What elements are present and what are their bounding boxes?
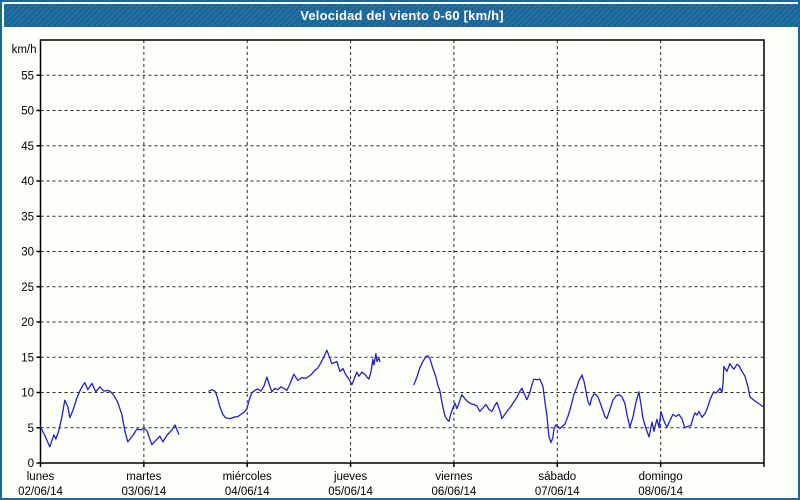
svg-text:15: 15: [21, 352, 34, 364]
wind-speed-chart: 0 5 10 15 20 25 30 35 40 45 50 55 km/h lunes 02/06/14 m…: [12, 39, 765, 498]
svg-text:45: 45: [21, 141, 34, 153]
svg-text:25: 25: [21, 282, 34, 294]
y-axis-unit-label: km/h: [12, 44, 37, 56]
svg-text:50: 50: [21, 106, 34, 118]
chart-area: 0 5 10 15 20 25 30 35 40 45 50 55 km/h lunes 02/06/14 m…: [4, 27, 800, 500]
day-date-label: 02/06/14: [18, 486, 63, 498]
svg-text:40: 40: [21, 176, 34, 188]
day-date-label: 08/06/14: [638, 486, 683, 498]
day-name-label: lunes: [27, 471, 55, 483]
axis-frame: [36, 39, 765, 467]
wind-speed-line: [39, 349, 764, 448]
title-bar: Velocidad del viento 0-60 [km/h]: [4, 4, 800, 27]
svg-text:5: 5: [28, 423, 34, 435]
grid-lines: [40, 40, 764, 463]
day-date-label: 03/06/14: [121, 486, 166, 498]
svg-text:55: 55: [21, 70, 34, 82]
svg-text:30: 30: [21, 247, 34, 259]
svg-text:20: 20: [21, 317, 34, 329]
day-name-label: jueves: [333, 471, 367, 483]
day-name-label: domingo: [639, 471, 683, 483]
x-axis-day-labels: lunes 02/06/14 martes 03/06/14 miércoles 04/0…: [18, 471, 684, 498]
svg-text:0: 0: [28, 458, 34, 470]
day-date-label: 05/06/14: [328, 486, 373, 498]
day-name-label: sábado: [538, 471, 576, 483]
y-axis-tick-labels: 0 5 10 15 20 25 30 35 40 45 50 55: [21, 70, 34, 470]
svg-text:35: 35: [21, 211, 34, 223]
day-date-label: 04/06/14: [225, 486, 270, 498]
day-date-label: 06/06/14: [432, 486, 477, 498]
svg-text:10: 10: [21, 388, 34, 400]
day-name-label: miércoles: [223, 471, 272, 483]
day-name-label: martes: [126, 471, 161, 483]
day-name-label: viernes: [435, 471, 472, 483]
chart-title: Velocidad del viento 0-60 [km/h]: [300, 8, 504, 23]
day-date-label: 07/06/14: [535, 486, 580, 498]
